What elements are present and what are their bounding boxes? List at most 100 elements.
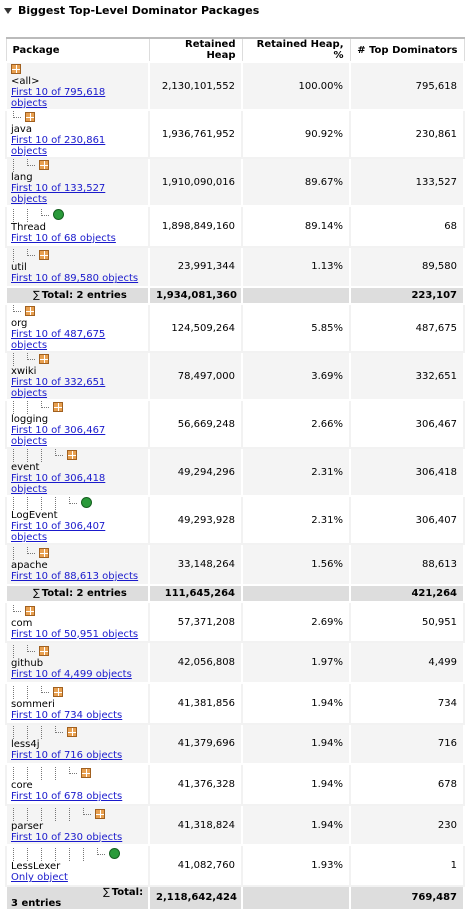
objects-link[interactable]: First 10 of 306,467 objects <box>11 425 106 448</box>
table-row[interactable]: github First 10 of 4,499 objects 42,056,80… <box>5 641 465 684</box>
objects-link[interactable]: First 10 of 133,527 objects <box>11 183 106 205</box>
tree-guide <box>69 848 70 862</box>
tree-line <box>11 305 144 318</box>
retained-heap: 111,645,264 <box>148 583 243 603</box>
tree-guide <box>13 305 14 313</box>
column-header[interactable]: Retained Heap <box>148 37 243 63</box>
tree-guide <box>27 726 28 740</box>
tree-line <box>11 353 144 367</box>
objects-link[interactable]: First 10 of 332,651 objects <box>11 377 106 400</box>
table-row[interactable]: lang First 10 of 133,527 objects 1,910,090… <box>5 157 465 207</box>
tree-line <box>11 685 144 699</box>
tree-branch <box>13 610 21 612</box>
column-header[interactable]: Retained Heap, % <box>241 37 351 63</box>
table-row[interactable]: org First 10 of 487,675 objects 124,509,26… <box>5 303 465 354</box>
package-name: LessLexer <box>11 861 61 873</box>
tree-branch <box>27 255 35 257</box>
percent: 2.66% <box>241 399 351 450</box>
objects-link[interactable]: First 10 of 89,580 objects <box>11 273 139 285</box>
percent: 3.69% <box>241 351 351 402</box>
objects-link[interactable]: First 10 of 716 objects <box>11 750 123 762</box>
objects-link[interactable]: First 10 of 88,613 objects <box>11 570 139 582</box>
table-row[interactable]: sommeri First 10 of 734 objects 41,381,856… <box>5 681 465 725</box>
package-icon <box>39 646 49 657</box>
package-cell: com First 10 of 50,951 objects <box>5 600 150 644</box>
package-name: <all> <box>11 76 40 87</box>
table-row[interactable]: com First 10 of 50,951 objects 57,371,208 2… <box>5 600 465 644</box>
tree-guide <box>41 401 42 409</box>
table-row[interactable]: parser First 10 of 230 objects 41,318,824 1… <box>5 803 465 847</box>
top-dominators: 88,613 <box>349 543 465 586</box>
objects-link[interactable]: First 10 of 734 objects <box>11 709 123 721</box>
retained-heap: 124,509,264 <box>148 303 243 354</box>
table-row[interactable]: event First 10 of 306,418 objects 49,294,2… <box>5 447 465 498</box>
package-icon <box>25 112 35 122</box>
objects-link[interactable]: Only object <box>11 872 68 884</box>
objects-link[interactable]: First 10 of 678 objects <box>11 790 123 802</box>
top-dominators: 487,675 <box>349 303 465 354</box>
tree-line <box>11 497 144 511</box>
column-header[interactable]: # Top Dominators <box>349 37 465 63</box>
package-icon <box>39 250 49 261</box>
tree-branch <box>69 503 77 505</box>
package-cell: xwiki First 10 of 332,651 objects <box>5 351 150 402</box>
tree-guide <box>97 848 98 856</box>
package-name: xwiki <box>11 366 37 378</box>
table-row[interactable]: logging First 10 of 306,467 objects 56,669… <box>5 399 465 450</box>
tree-branch <box>41 407 49 409</box>
tree-guide <box>13 353 14 367</box>
objects-link[interactable]: First 10 of 230,861 objects <box>11 135 106 157</box>
tree-guide <box>55 726 56 734</box>
package-cell: event First 10 of 306,418 objects <box>5 447 150 498</box>
package-name: util <box>11 262 27 274</box>
tree-guide <box>55 848 56 862</box>
table-row[interactable]: LogEvent First 10 of 306,407 objects 49,29… <box>5 495 465 546</box>
tree-guide <box>27 848 28 862</box>
package-cell: ∑ Total: 3 entries <box>5 884 150 911</box>
table-row[interactable]: LessLexer Only object 41,082,760 1.93% 1 <box>5 844 465 887</box>
objects-link[interactable]: First 10 of 50,951 objects <box>11 628 139 640</box>
class-icon <box>81 497 92 509</box>
retained-heap: 1,910,090,016 <box>148 157 243 207</box>
tree-guide <box>41 449 42 463</box>
objects-link[interactable]: First 10 of 68 objects <box>11 232 116 244</box>
objects-link[interactable]: First 10 of 795,618 objects <box>11 87 106 109</box>
tree-guide <box>27 497 28 511</box>
table-row[interactable]: apache First 10 of 88,613 objects 33,148,2… <box>5 543 465 586</box>
table-row[interactable]: less4j First 10 of 716 objects 41,379,696 1… <box>5 722 465 766</box>
table-row[interactable]: java First 10 of 230,861 objects 1,936,761… <box>5 109 465 159</box>
objects-link[interactable]: First 10 of 306,418 objects <box>11 473 106 496</box>
tree-guide <box>27 807 28 821</box>
package-cell: org First 10 of 487,675 objects <box>5 303 150 354</box>
top-dominators: 306,407 <box>349 495 465 546</box>
package-name: github <box>11 658 44 670</box>
top-dominators: 734 <box>349 681 465 725</box>
table-row[interactable]: <all> First 10 of 795,618 objects 2,130,10… <box>5 61 465 111</box>
package-cell: <all> First 10 of 795,618 objects <box>5 61 150 111</box>
objects-link[interactable]: First 10 of 487,675 objects <box>11 329 106 352</box>
tree-line <box>11 546 144 560</box>
table-row[interactable]: util First 10 of 89,580 objects 23,991,344… <box>5 245 465 289</box>
table-row[interactable]: xwiki First 10 of 332,651 objects 78,497,0… <box>5 351 465 402</box>
indent <box>11 290 33 301</box>
top-dominators: 716 <box>349 722 465 766</box>
tree-guide <box>41 807 42 821</box>
top-dominators: 306,467 <box>349 399 465 450</box>
table-row[interactable]: core First 10 of 678 objects 41,376,328 1.9… <box>5 763 465 806</box>
tree-guide <box>13 249 14 263</box>
tree-line <box>11 249 144 263</box>
table-row[interactable]: Thread First 10 of 68 objects 1,898,849,16… <box>5 205 465 248</box>
package-icon <box>39 160 49 170</box>
tree-guide <box>13 546 14 560</box>
indent <box>11 887 103 898</box>
section-header[interactable]: Biggest Top-Level Dominator Packages <box>4 2 259 20</box>
tree-guide <box>27 685 28 699</box>
tree-guide <box>41 848 42 862</box>
column-header[interactable]: Package <box>5 37 150 63</box>
objects-link[interactable]: First 10 of 4,499 objects <box>11 669 132 681</box>
tree-guide <box>69 497 70 505</box>
package-name: org <box>11 318 28 330</box>
objects-link[interactable]: First 10 of 306,407 objects <box>11 521 106 544</box>
class-icon <box>53 208 64 220</box>
objects-link[interactable]: First 10 of 230 objects <box>11 831 123 843</box>
